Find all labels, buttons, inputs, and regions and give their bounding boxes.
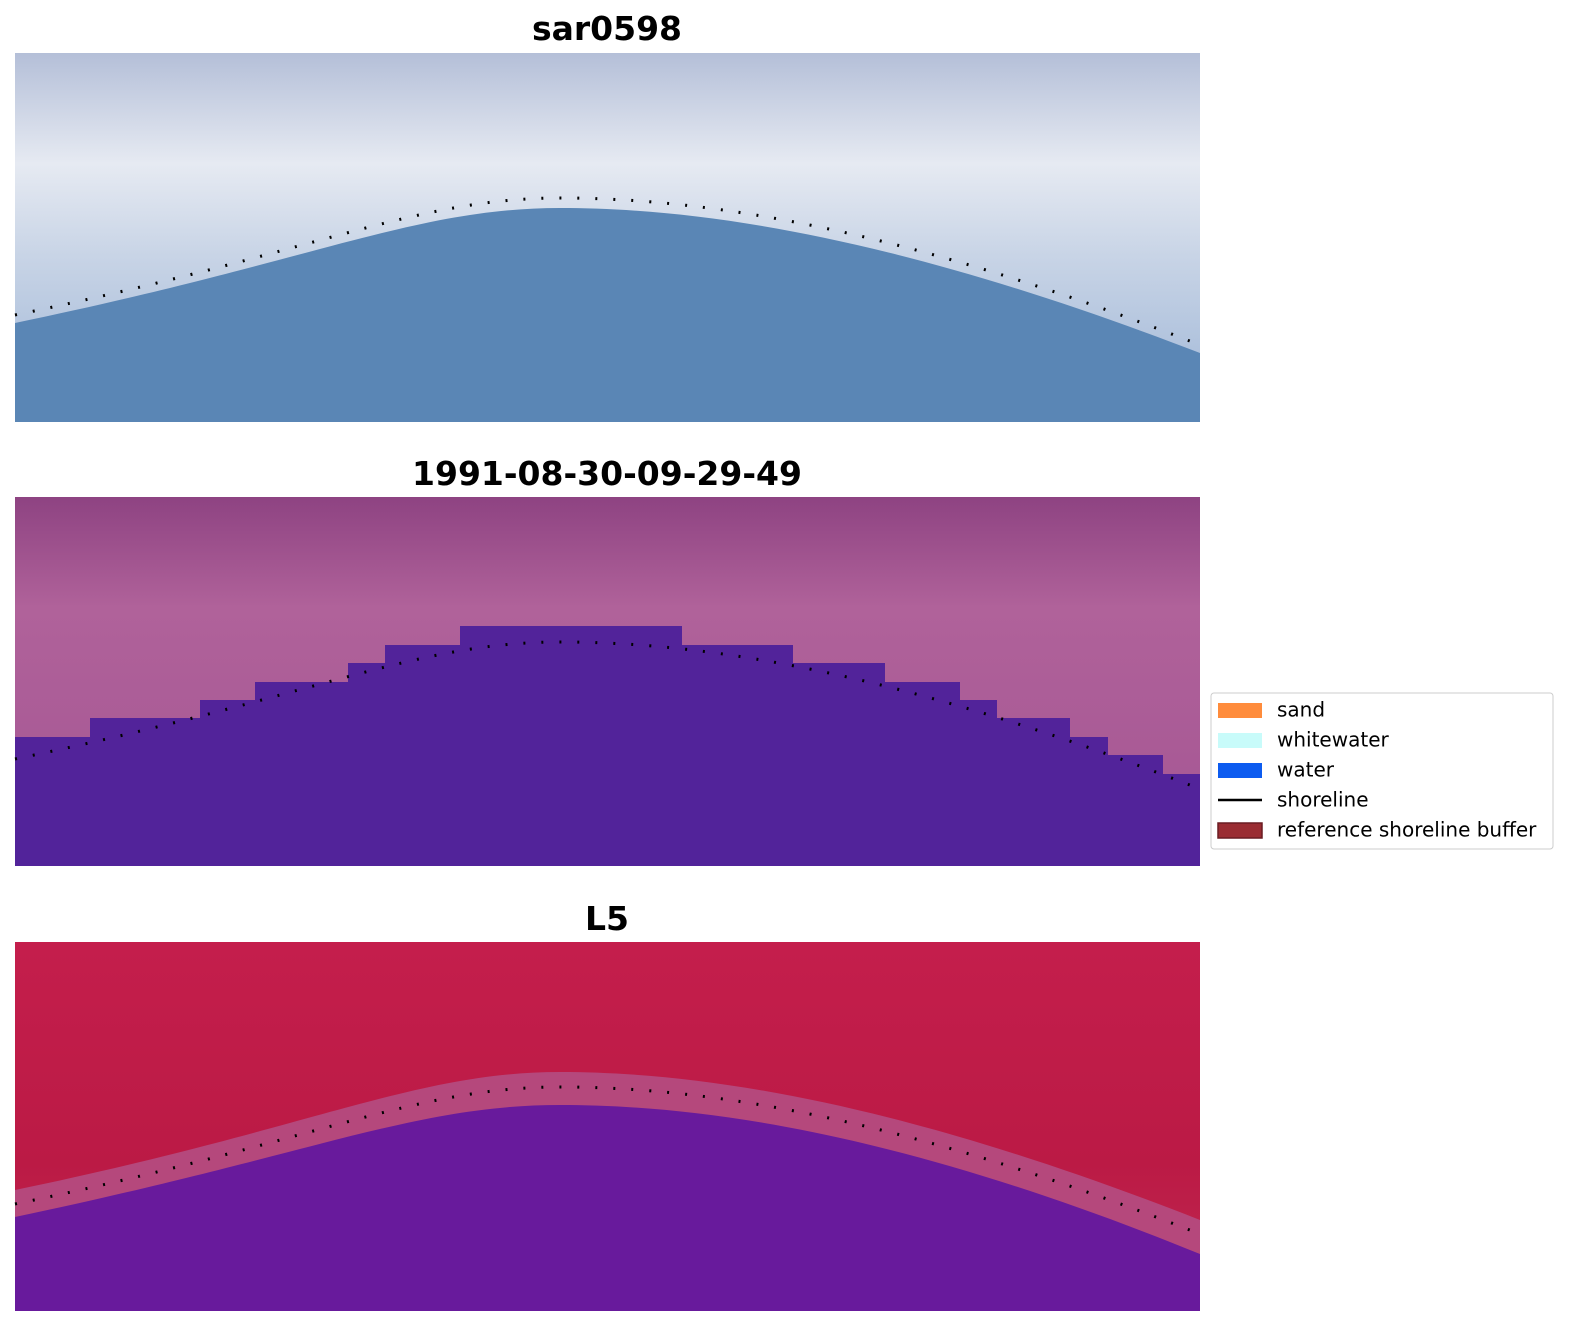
legend-label: sand bbox=[1277, 698, 1325, 722]
legend-label: shoreline bbox=[1277, 788, 1369, 812]
legend-label: reference shoreline buffer bbox=[1277, 818, 1537, 842]
legend-swatch bbox=[1218, 763, 1262, 778]
image-panel bbox=[13, 497, 1202, 866]
image-panel bbox=[13, 53, 1202, 422]
legend-swatch bbox=[1217, 822, 1263, 839]
legend-swatch bbox=[1218, 703, 1262, 718]
panel-title: L5 bbox=[585, 899, 629, 938]
legend-label: water bbox=[1277, 758, 1335, 782]
legend-swatch bbox=[1218, 733, 1262, 748]
legend: sand whitewater water shoreline reference sh… bbox=[1210, 692, 1554, 850]
image-panel bbox=[13, 942, 1202, 1311]
legend-label: whitewater bbox=[1277, 728, 1389, 752]
panel-title: sar0598 bbox=[532, 9, 682, 48]
panel-title: 1991-08-30-09-29-49 bbox=[412, 454, 802, 493]
